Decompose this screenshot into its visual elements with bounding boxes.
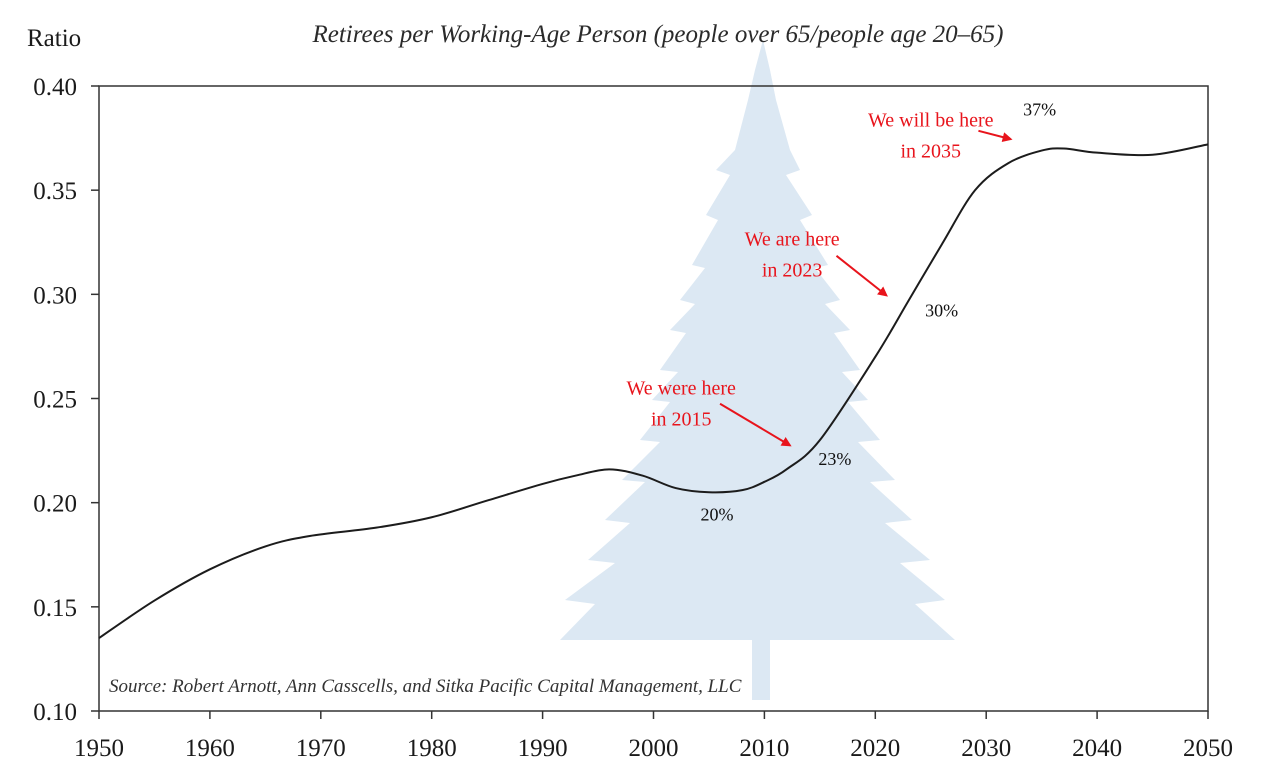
source-note: Source: Robert Arnott, Ann Casscells, an… xyxy=(109,676,742,697)
annotation-text: in 2023 xyxy=(762,259,823,281)
series-line xyxy=(98,143,1209,639)
annotation-text: We will be here xyxy=(868,110,994,132)
x-tick-label: 2050 xyxy=(1183,735,1233,762)
y-axis-label: Ratio xyxy=(27,25,81,52)
y-axis: 0.40 0.35 0.30 0.25 0.20 0.15 0.10 xyxy=(33,74,99,726)
annotation-arrow xyxy=(978,129,1013,142)
annotation-text: We were here xyxy=(627,377,737,399)
annotations: We were here in 2015 We are here in 2023 We … xyxy=(627,110,1013,447)
point-label: 30% xyxy=(925,301,958,321)
x-tick-label: 2010 xyxy=(739,735,789,762)
x-tick-label: 1970 xyxy=(296,735,346,762)
chart-title: Retirees per Working-Age Person (people … xyxy=(311,21,1003,48)
annotation-text: in 2035 xyxy=(900,141,961,163)
y-tick-label: 0.25 xyxy=(33,387,77,414)
x-tick-label: 2030 xyxy=(961,735,1011,762)
annotation-arrow xyxy=(719,402,792,447)
x-tick-label: 2040 xyxy=(1072,735,1122,762)
x-tick-label: 1980 xyxy=(407,735,457,762)
x-tick-label: 1990 xyxy=(518,735,568,762)
annotation-arrow xyxy=(835,255,888,297)
tree-watermark-icon xyxy=(560,40,955,700)
x-tick-label: 1960 xyxy=(185,735,235,762)
y-tick-label: 0.20 xyxy=(33,491,77,518)
x-tick-label: 1950 xyxy=(74,735,124,762)
y-tick-label: 0.35 xyxy=(33,178,77,205)
point-labels: 20% 23% 30% 37% xyxy=(700,100,1056,525)
point-label: 23% xyxy=(818,449,851,469)
y-tick-label: 0.15 xyxy=(33,595,77,622)
annotation-text: We are here xyxy=(745,228,840,250)
annotation-text: in 2015 xyxy=(651,408,712,430)
point-label: 37% xyxy=(1023,100,1056,120)
y-tick-label: 0.30 xyxy=(33,282,77,309)
x-tick-label: 2000 xyxy=(629,735,679,762)
y-tick-label: 0.40 xyxy=(33,74,77,101)
point-label: 20% xyxy=(700,504,733,524)
x-axis: 1950 1960 1970 1980 1990 2000 2010 2020 2030 2040… xyxy=(74,711,1233,762)
x-tick-label: 2020 xyxy=(850,735,900,762)
y-tick-label: 0.10 xyxy=(33,699,77,726)
